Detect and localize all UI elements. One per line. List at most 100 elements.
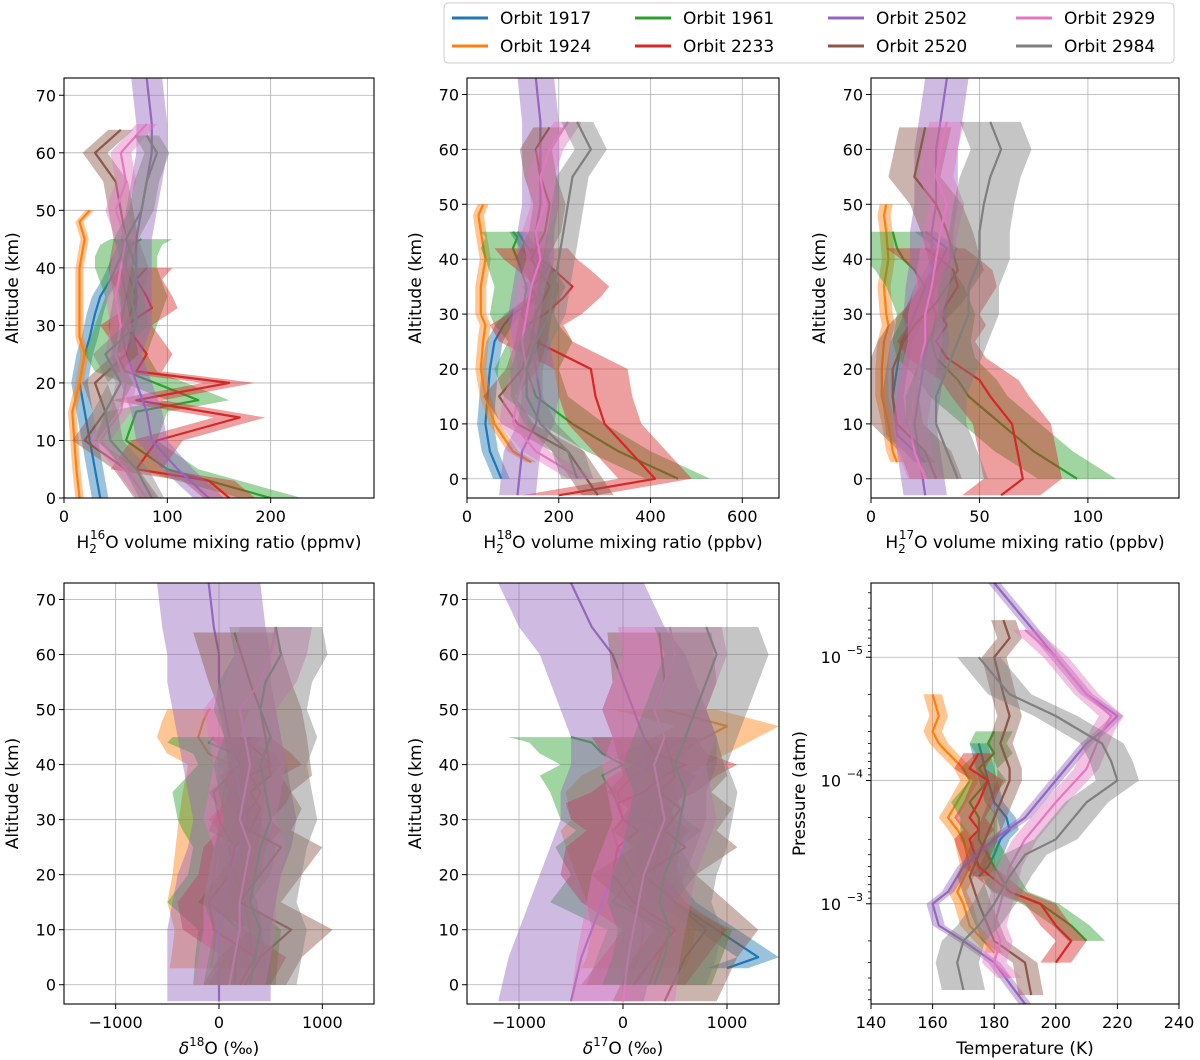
panel-1: 0 100 200 0 10 20 30 40 50 60 70 H216O volume mixin… xyxy=(3,77,375,556)
uncertainty-band xyxy=(177,737,302,985)
y-tick-label: 10 xyxy=(821,772,841,791)
y-tick-label: 20 xyxy=(439,866,459,885)
y-axis-label: Altitude (km) xyxy=(3,232,23,344)
axes-frame xyxy=(63,77,375,499)
plot-area xyxy=(498,583,779,1002)
y-tick-label: 50 xyxy=(439,195,459,214)
x-tick-label: 200 xyxy=(1041,1013,1072,1032)
legend-entry: Orbit 2520 xyxy=(876,37,967,57)
series-line xyxy=(477,203,532,464)
y-tick-label: 0 xyxy=(46,976,56,995)
series-line xyxy=(934,121,1003,480)
legend-entry: Orbit 2984 xyxy=(1064,37,1155,57)
label-part: O (‰) xyxy=(204,1039,259,1059)
y-tick-label: 30 xyxy=(843,305,863,324)
uncertainty-band xyxy=(193,627,312,985)
series-line xyxy=(913,78,948,496)
grid xyxy=(870,78,1179,498)
series-line xyxy=(642,736,760,970)
series-line xyxy=(621,626,677,1002)
series-line xyxy=(956,656,1119,991)
y-tick-label: 70 xyxy=(439,85,459,104)
y-tick-label: 20 xyxy=(843,360,863,379)
y-tick-label: 70 xyxy=(843,85,863,104)
series-line xyxy=(83,128,148,498)
y-tick-label: 0 xyxy=(449,976,459,995)
uncertainty-band xyxy=(981,629,1124,978)
label-part: O volume mixing ratio (ppbv) xyxy=(512,533,763,553)
y-tick-label: 10 xyxy=(821,895,841,914)
x-axis-label: δ17O (‰) xyxy=(583,1035,664,1059)
label-part: H xyxy=(885,533,898,553)
legend-entry: Orbit 2929 xyxy=(1064,9,1155,29)
uncertainty-band xyxy=(84,239,302,498)
x-tick-label: 400 xyxy=(635,507,666,526)
y-tick-label: 50 xyxy=(36,701,56,720)
uncertainty-band xyxy=(71,239,135,498)
plot-area xyxy=(68,78,302,498)
y-tick-label: 10 xyxy=(36,921,56,940)
series-line xyxy=(511,121,583,480)
y-tick-label: 50 xyxy=(843,195,863,214)
y-axis-label: Altitude (km) xyxy=(406,232,426,344)
uncertainty-band xyxy=(72,129,160,498)
y-tick-label: 60 xyxy=(439,140,459,159)
x-axis-label: Temperature (K) xyxy=(955,1039,1094,1059)
y-tick-label: 20 xyxy=(36,866,56,885)
x-tick-label: 1000 xyxy=(707,1013,748,1032)
y-tick-label: 10 xyxy=(36,431,56,450)
x-tick-label: −1000 xyxy=(492,1013,546,1032)
series-line xyxy=(207,736,241,985)
uncertainty-band xyxy=(92,135,170,498)
y-tick-label: 40 xyxy=(843,250,863,269)
axes-frame xyxy=(466,77,780,499)
y-tick-label: 60 xyxy=(36,646,56,665)
series-line xyxy=(993,629,1113,979)
x-tick-label: 0 xyxy=(618,1013,628,1032)
series-line xyxy=(78,238,128,498)
y-tick-label: 40 xyxy=(439,756,459,775)
y-tick-label: 30 xyxy=(36,811,56,830)
label-subscript: 2 xyxy=(89,542,97,556)
plot-area xyxy=(871,78,1117,497)
x-tick-label: 0 xyxy=(214,1013,224,1032)
y-tick-label: 0 xyxy=(46,489,56,508)
x-tick-label: 180 xyxy=(979,1013,1010,1032)
label-part: δ xyxy=(583,1039,593,1059)
label-part: H xyxy=(483,533,496,553)
series-line xyxy=(611,708,729,969)
series-line xyxy=(228,626,277,985)
plot-area xyxy=(923,583,1139,1004)
uncertainty-band xyxy=(602,627,769,985)
y-tick-label: 0 xyxy=(853,470,863,489)
x-tick-label: 1000 xyxy=(302,1013,343,1032)
x-tick-label: 240 xyxy=(1164,1013,1195,1032)
x-tick-label: 0 xyxy=(59,507,69,526)
y-tick-label: 10 xyxy=(843,415,863,434)
uncertainty-band xyxy=(510,121,607,479)
uncertainty-band xyxy=(157,583,297,1002)
y-tick-label: 10 xyxy=(439,921,459,940)
series-line xyxy=(71,209,91,498)
series-line xyxy=(99,123,148,498)
panel-5: −1000 0 1000 0 10 20 30 40 50 60 70 δ17O (‰) Altitud… xyxy=(406,582,780,1059)
y-tick-label: 70 xyxy=(36,86,56,105)
panel-2: 0 200 400 600 0 10 20 30 40 50 60 70 H218O volume mi… xyxy=(406,77,780,556)
series-line xyxy=(525,121,593,480)
panel-4: −1000 0 1000 0 10 20 30 40 50 60 70 δ18O (‰) Altitud… xyxy=(3,582,375,1059)
grid xyxy=(63,78,374,499)
uncertainty-band xyxy=(167,737,281,985)
axes-frame xyxy=(870,582,1180,1005)
y-tick-label: 40 xyxy=(36,756,56,775)
uncertainty-band xyxy=(571,627,727,1002)
label-superscript: 17 xyxy=(899,528,914,542)
legend-entry: Orbit 1924 xyxy=(500,37,591,57)
x-tick-label: 0 xyxy=(462,507,472,526)
uncertainty-band xyxy=(499,121,596,479)
series-line xyxy=(248,626,283,985)
legend-entry: Orbit 1917 xyxy=(500,9,591,29)
series-line xyxy=(207,583,246,1002)
y-tick-label: 70 xyxy=(439,591,459,610)
series-line xyxy=(880,204,899,463)
